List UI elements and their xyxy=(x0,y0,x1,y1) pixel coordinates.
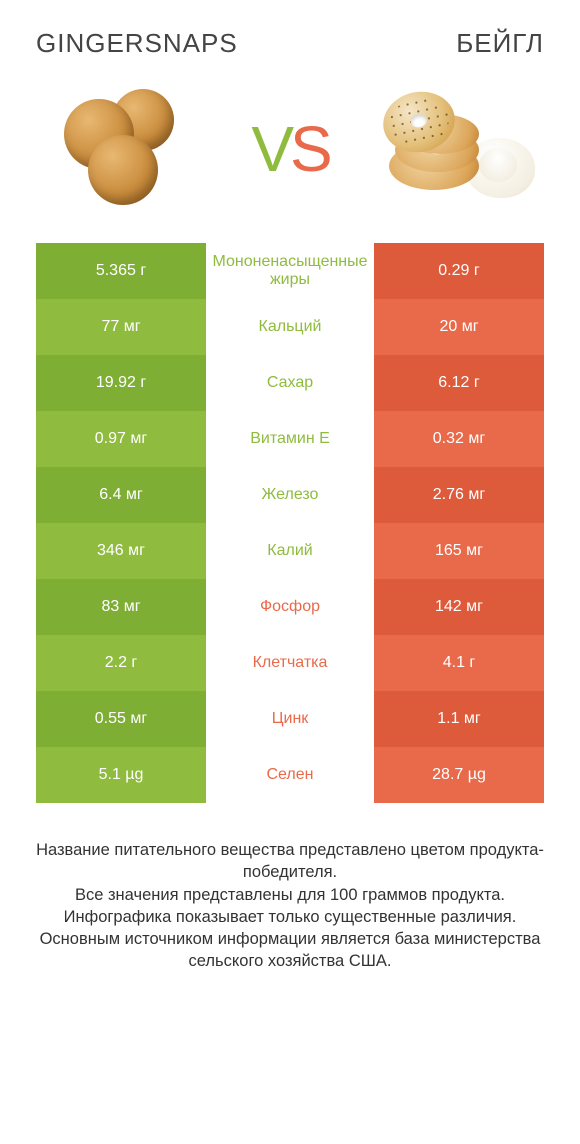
footer-line: Название питательного вещества представл… xyxy=(34,839,546,884)
footer-line: Инфографика показывает только существенн… xyxy=(34,906,546,928)
nutrient-label: Витамин E xyxy=(206,411,374,467)
nutrient-label: Железо xyxy=(206,467,374,523)
left-product-title: GINGERSNAPS xyxy=(36,28,238,59)
nutrient-label: Цинк xyxy=(206,691,374,747)
left-value: 0.55 мг xyxy=(36,691,206,747)
right-value: 2.76 мг xyxy=(374,467,544,523)
bagels-icon xyxy=(379,84,539,214)
comparison-table: 5.365 гМононенасыщенные жиры0.29 г77 мгК… xyxy=(0,239,580,803)
nutrient-label: Кальций xyxy=(206,299,374,355)
table-row: 346 мгКалий165 мг xyxy=(36,523,544,579)
nutrient-label: Мононенасыщенные жиры xyxy=(206,243,374,299)
vs-v: V xyxy=(251,113,290,185)
left-value: 2.2 г xyxy=(36,635,206,691)
right-value: 0.29 г xyxy=(374,243,544,299)
gingersnaps-image xyxy=(36,79,206,219)
table-row: 0.55 мгЦинк1.1 мг xyxy=(36,691,544,747)
right-product-title: БЕЙГЛ xyxy=(456,28,544,59)
right-value: 6.12 г xyxy=(374,355,544,411)
bagel-image xyxy=(374,79,544,219)
left-value: 6.4 мг xyxy=(36,467,206,523)
footer-line: Все значения представлены для 100 граммо… xyxy=(34,884,546,906)
left-value: 77 мг xyxy=(36,299,206,355)
left-value: 19.92 г xyxy=(36,355,206,411)
right-value: 1.1 мг xyxy=(374,691,544,747)
right-value: 165 мг xyxy=(374,523,544,579)
header: GINGERSNAPS БЕЙГЛ xyxy=(0,0,580,69)
left-value: 0.97 мг xyxy=(36,411,206,467)
left-value: 5.1 µg xyxy=(36,747,206,803)
table-row: 5.1 µgСелен28.7 µg xyxy=(36,747,544,803)
table-row: 0.97 мгВитамин E0.32 мг xyxy=(36,411,544,467)
images-row: VS xyxy=(0,69,580,239)
nutrient-label: Калий xyxy=(206,523,374,579)
table-row: 77 мгКальций20 мг xyxy=(36,299,544,355)
table-row: 19.92 гСахар6.12 г xyxy=(36,355,544,411)
right-value: 28.7 µg xyxy=(374,747,544,803)
left-value: 83 мг xyxy=(36,579,206,635)
nutrient-label: Клетчатка xyxy=(206,635,374,691)
nutrient-label: Селен xyxy=(206,747,374,803)
right-value: 142 мг xyxy=(374,579,544,635)
footer-line: Основным источником информации является … xyxy=(34,928,546,973)
nutrient-label: Сахар xyxy=(206,355,374,411)
table-row: 2.2 гКлетчатка4.1 г xyxy=(36,635,544,691)
left-value: 5.365 г xyxy=(36,243,206,299)
left-value: 346 мг xyxy=(36,523,206,579)
table-row: 83 мгФосфор142 мг xyxy=(36,579,544,635)
nutrient-label: Фосфор xyxy=(206,579,374,635)
cookies-icon xyxy=(46,89,196,209)
table-row: 5.365 гМононенасыщенные жиры0.29 г xyxy=(36,243,544,299)
table-row: 6.4 мгЖелезо2.76 мг xyxy=(36,467,544,523)
vs-label: VS xyxy=(251,112,328,186)
vs-s: S xyxy=(290,113,329,185)
footer-note: Название питательного вещества представл… xyxy=(0,803,580,973)
right-value: 20 мг xyxy=(374,299,544,355)
right-value: 4.1 г xyxy=(374,635,544,691)
right-value: 0.32 мг xyxy=(374,411,544,467)
